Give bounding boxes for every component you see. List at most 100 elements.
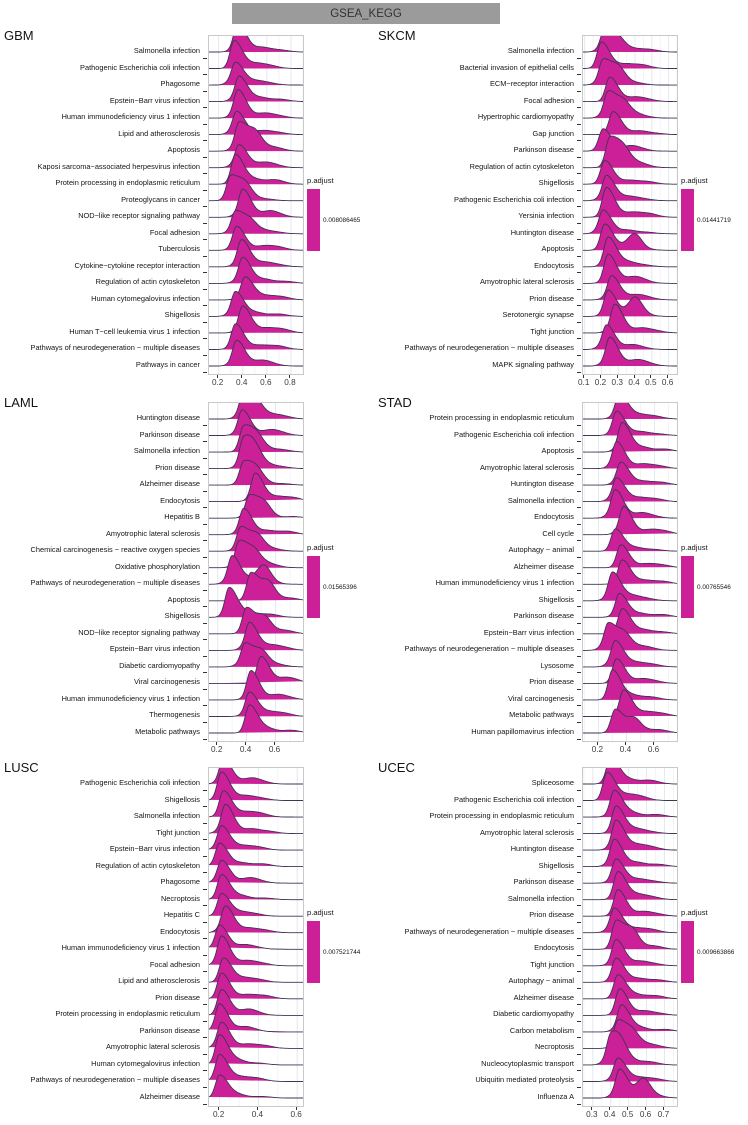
pathway-label: Prion disease — [155, 992, 200, 1002]
panel-gbm: GBM Salmonella infection Pathogenic Esche… — [0, 28, 374, 393]
ridge-curve — [583, 689, 677, 717]
y-tick-mark — [577, 424, 581, 426]
legend-value: 0.01565396 — [323, 583, 357, 591]
y-tick-mark — [203, 288, 207, 290]
pathway-label: Pathways of neurodegeneration − multiple… — [30, 578, 200, 588]
ridgeline-plot — [208, 35, 304, 375]
y-tick-mark — [203, 921, 207, 923]
pathway-label: Salmonella infection — [507, 893, 574, 903]
y-tick-mark — [577, 921, 581, 923]
ridge-curve — [583, 768, 677, 785]
pathway-label: Pathways of neurodegeneration − multiple… — [30, 1075, 200, 1085]
y-tick-mark — [203, 140, 207, 142]
pathway-label: Shigellosis — [538, 860, 574, 870]
x-tick-label: 0.4 — [251, 1110, 264, 1119]
ridge-curve — [583, 708, 677, 734]
legend-title: p.adjust — [307, 908, 334, 917]
panel-lusc: LUSC Pathogenic Escherichia coli infecti… — [0, 760, 374, 1125]
pathway-label: Protein processing in endoplasmic reticu… — [55, 178, 200, 188]
ridge-curve — [583, 336, 677, 367]
pathway-label: Amyotrophic lateral sclerosis — [479, 462, 574, 472]
ridge-curve — [583, 505, 677, 536]
y-tick-mark — [577, 507, 581, 509]
y-tick-mark — [203, 189, 207, 191]
ridge-curve — [583, 36, 677, 53]
y-tick-mark — [577, 354, 581, 356]
x-tick-mark — [217, 375, 219, 378]
panel-skcm: SKCM Salmonella infection Bacterial invas… — [374, 28, 748, 393]
y-tick-mark — [577, 441, 581, 443]
y-tick-mark — [203, 354, 207, 356]
y-tick-mark — [203, 305, 207, 307]
pathway-label: Parkinson disease — [513, 611, 574, 621]
y-tick-mark — [203, 222, 207, 224]
pathway-label: Viral carcinogenesis — [507, 693, 574, 703]
y-tick-mark — [203, 688, 207, 690]
y-tick-mark — [577, 1086, 581, 1088]
ridge-curve — [209, 825, 303, 851]
pathway-label: Shigellosis — [164, 611, 200, 621]
pathway-labels: Protein processing in endoplasmic reticu… — [374, 402, 582, 740]
ridge-curve — [209, 493, 303, 519]
y-tick-mark — [577, 721, 581, 723]
y-tick-mark — [203, 556, 207, 558]
pathway-label: Human papillomavirus infection — [471, 727, 574, 736]
x-tick-label: 0.5 — [645, 378, 657, 387]
y-tick-mark — [203, 424, 207, 426]
x-tick-mark — [289, 375, 291, 378]
y-tick-mark — [577, 74, 581, 76]
x-axis: 0.2 0.4 0.6 — [208, 1106, 304, 1122]
legend-value: 0.008086465 — [323, 216, 361, 224]
y-tick-mark — [203, 672, 207, 674]
legend-value: 0.01441719 — [697, 216, 731, 224]
y-tick-mark — [577, 839, 581, 841]
y-tick-mark — [577, 1103, 581, 1105]
ridge-curve — [583, 403, 677, 420]
pathway-label: Regulation of actin cytoskeleton — [95, 860, 200, 870]
ridge-curve — [209, 989, 303, 1016]
pathway-label: Epstein−Barr virus infection — [109, 95, 200, 105]
pathway-label: Endocytosis — [160, 495, 200, 505]
pathway-label: Amyotrophic lateral sclerosis — [479, 827, 574, 837]
pathway-label: Pathogenic Escherichia coli infection — [80, 62, 200, 72]
y-tick-mark — [203, 639, 207, 641]
pathway-label: Human T−cell leukemia virus 1 infection — [69, 326, 200, 336]
pathway-label: Salmonella infection — [507, 495, 574, 505]
ridge-curve — [209, 1003, 303, 1033]
ridge-curve — [583, 528, 677, 552]
y-tick-mark — [203, 1020, 207, 1022]
x-tick-label: 0.5 — [621, 1110, 634, 1119]
pathway-label: Spliceosome — [531, 778, 574, 787]
x-tick-mark — [667, 375, 669, 378]
x-tick-label: 0.6 — [260, 378, 272, 387]
y-tick-mark — [203, 540, 207, 542]
pathway-label: Autophagy − animal — [508, 976, 574, 986]
y-tick-mark — [577, 1070, 581, 1072]
y-tick-mark — [203, 822, 207, 824]
pathway-label: Alzheimer disease — [139, 479, 200, 489]
legend-title: p.adjust — [681, 908, 708, 917]
y-tick-mark — [577, 606, 581, 608]
y-tick-mark — [577, 1053, 581, 1055]
ridge-curves — [209, 36, 303, 374]
ridge-curve — [583, 871, 677, 901]
y-tick-mark — [577, 123, 581, 125]
ridge-curve — [209, 434, 303, 470]
y-tick-mark — [203, 1086, 207, 1088]
ridge-curve — [209, 842, 303, 868]
y-tick-mark — [203, 173, 207, 175]
y-tick-mark — [577, 490, 581, 492]
ridge-curve — [583, 1030, 677, 1066]
y-tick-mark — [203, 123, 207, 125]
y-tick-mark — [203, 206, 207, 208]
pathway-label: Focal adhesion — [149, 959, 200, 969]
pathway-label: NOD−like receptor signaling pathway — [78, 211, 200, 221]
ridge-curve — [583, 1019, 677, 1049]
ridge-curve — [209, 803, 303, 835]
y-tick-mark — [577, 107, 581, 109]
ridge-curve — [209, 859, 303, 884]
x-tick-mark — [591, 1107, 593, 1110]
legend-color-bar — [307, 921, 320, 983]
pathway-label: Pathogenic Escherichia coli infection — [80, 778, 200, 787]
ridge-curve — [209, 323, 303, 350]
